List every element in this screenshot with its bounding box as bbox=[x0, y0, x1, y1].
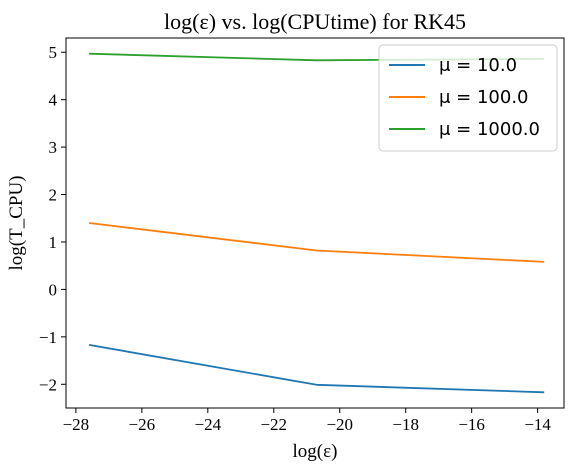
y-tick-label: −1 bbox=[39, 328, 57, 347]
series-line-1 bbox=[88, 344, 545, 394]
x-axis: −28 −26 −24 −22 −20 −18 −16 −14 bbox=[63, 408, 551, 434]
legend-label: μ = 1000.0 bbox=[439, 119, 540, 140]
legend: μ = 10.0 μ = 100.0 μ = 1000.0 bbox=[378, 44, 558, 152]
y-tick-label: 4 bbox=[49, 91, 58, 110]
y-tick-label: 2 bbox=[49, 186, 58, 205]
x-tick-label: −18 bbox=[392, 415, 419, 434]
y-tick-label: 5 bbox=[49, 43, 58, 62]
legend-label: μ = 10.0 bbox=[439, 55, 517, 76]
x-axis-label: log(ε) bbox=[293, 441, 338, 462]
legend-label: μ = 100.0 bbox=[439, 87, 529, 108]
x-tick-label: −16 bbox=[458, 415, 485, 434]
x-tick-label: −14 bbox=[524, 415, 551, 434]
y-axis: −2 −1 0 1 2 3 4 5 bbox=[39, 43, 66, 394]
x-tick-label: −28 bbox=[63, 415, 90, 434]
y-tick-label: 0 bbox=[49, 280, 58, 299]
x-tick-label: −24 bbox=[195, 415, 222, 434]
x-tick-label: −22 bbox=[260, 415, 287, 434]
y-axis-label: log(T_CPU) bbox=[6, 176, 27, 271]
legend-box bbox=[378, 44, 558, 152]
chart-title: log(ε) vs. log(CPUtime) for RK45 bbox=[164, 9, 466, 34]
x-tick-label: −26 bbox=[129, 415, 156, 434]
x-tick-label: −20 bbox=[326, 415, 353, 434]
y-tick-label: 3 bbox=[49, 138, 58, 157]
plot-area bbox=[65, 37, 565, 409]
y-tick-label: −2 bbox=[39, 375, 57, 394]
plot-frame bbox=[65, 37, 565, 409]
y-tick-label: 1 bbox=[49, 233, 58, 252]
series-line-2 bbox=[88, 222, 545, 263]
